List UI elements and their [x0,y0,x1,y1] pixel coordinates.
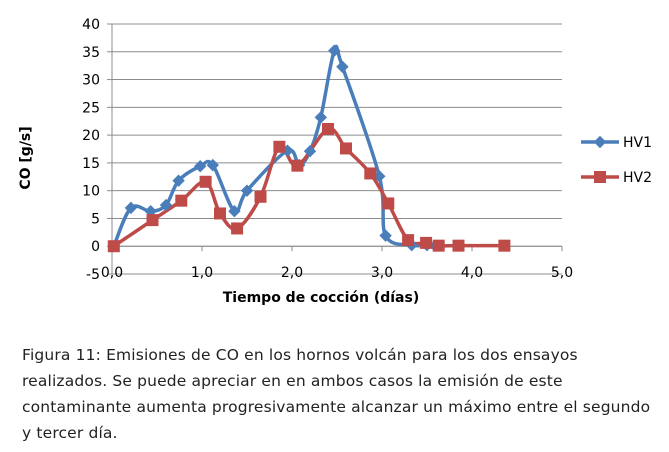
x-tick-labels: 0,0 1,0 2,0 3,0 4,0 5,0 [101,265,573,281]
data-point-hv2 [498,239,511,252]
series-markers [107,44,511,253]
axes [111,24,563,274]
legend-label-hv1: HV1 [623,135,652,151]
data-point-hv1 [228,205,241,218]
caption-label: Figura 11 [22,346,96,364]
y-tick-label: 35 [82,45,100,61]
y-tick-label: 0 [91,239,100,255]
data-point-hv1 [240,184,254,197]
data-point-hv1 [328,44,341,57]
data-point-hv2 [273,140,286,153]
data-point-hv2 [452,239,465,252]
data-point-hv2 [231,222,244,235]
data-point-hv1 [303,145,317,158]
gridlines [107,23,562,275]
x-tick-label: 3,0 [371,265,393,281]
data-point-hv2 [420,236,433,249]
data-point-hv1 [159,198,173,212]
co-emissions-chart: -5 0 5 10 15 20 25 30 35 40 0,0 1,0 2,0 3,0 4,0 5,0 HV… [18,17,652,306]
x-tick-label: 5,0 [551,265,573,281]
data-point-hv2 [175,194,188,207]
y-tick-label: 15 [82,156,100,172]
data-point-hv1 [206,158,220,172]
y-tick-labels: -5 0 5 10 15 20 25 30 35 40 [82,17,100,283]
data-point-hv2 [432,239,445,252]
data-point-hv2 [146,214,159,227]
x-tick-label: 2,0 [281,265,303,281]
y-tick-label: 20 [82,128,100,144]
data-point-hv2 [322,123,334,135]
data-point-hv2 [291,159,304,172]
data-point-hv2 [254,190,267,203]
data-point-hv2 [199,175,212,188]
x-tick-label: 0,0 [101,265,123,281]
y-tick-label: 5 [91,211,100,227]
y-tick-label: 25 [82,100,100,116]
data-point-hv1 [172,174,185,187]
data-point-hv2 [107,240,120,253]
y-tick-label: 10 [82,184,100,200]
legend-label-hv2: HV2 [623,170,652,186]
data-point-hv2 [364,167,377,180]
y-axis-title: CO [g/s] [18,126,34,189]
data-point-hv1 [379,229,392,242]
data-point-hv1 [336,60,349,73]
data-point-hv1 [193,160,207,173]
data-point-hv1 [314,111,328,124]
x-tick-label: 1,0 [191,265,213,281]
data-point-hv2 [340,142,352,155]
caption-text: : Emisiones de CO en los hornos volcán p… [22,346,651,442]
data-point-hv1 [124,201,138,215]
y-tick-label: -5 [86,267,100,283]
data-point-hv2 [402,234,415,247]
x-tick-label: 4,0 [461,265,483,281]
y-tick-label: 40 [82,17,100,33]
legend: HV1 HV2 [581,135,652,186]
data-point-hv2 [382,197,395,210]
data-point-hv2 [214,207,226,220]
legend-marker-hv2 [594,171,606,183]
x-axis-title: Tiempo de cocción (días) [223,290,420,306]
y-tick-label: 30 [82,73,100,89]
figure-caption: Figura 11: Emisiones de CO en los hornos… [22,342,652,446]
legend-marker-hv1 [593,135,607,149]
